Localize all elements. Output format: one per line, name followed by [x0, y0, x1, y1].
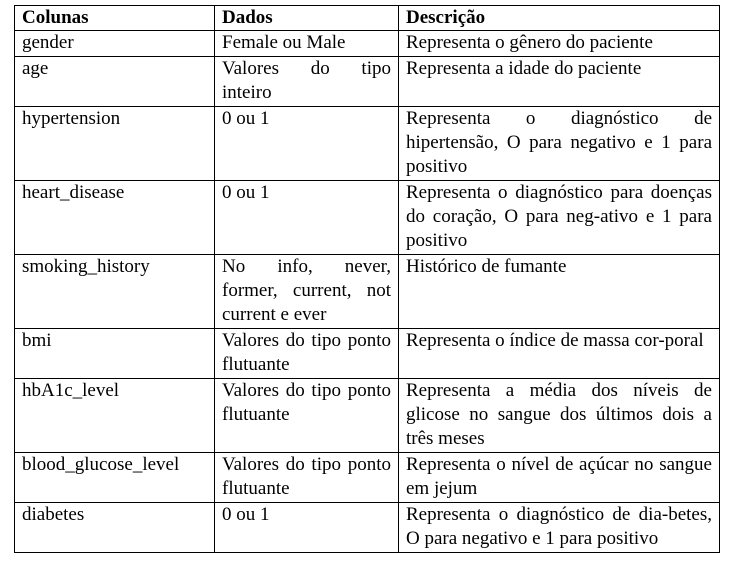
- cell-column: age: [14, 56, 215, 107]
- table-row: age Valores do tipo inteiro Representa a…: [14, 56, 720, 107]
- table-row: bmi Valores do tipo ponto flutuante Repr…: [14, 328, 720, 379]
- cell-description: Representa a média dos níveis de glicose…: [398, 378, 720, 453]
- cell-description: Histórico de fumante: [398, 254, 720, 329]
- cell-data: Valores do tipo ponto flutuante: [214, 378, 399, 453]
- cell-column: smoking_history: [14, 254, 215, 329]
- cell-description: Representa o diagnóstico de hipertensão,…: [398, 106, 720, 181]
- cell-data: Valores do tipo ponto flutuante: [214, 452, 399, 503]
- table-row: hypertension 0 ou 1 Representa o diagnós…: [14, 106, 720, 181]
- table-row: gender Female ou Male Representa o gêner…: [14, 30, 720, 57]
- cell-column: bmi: [14, 328, 215, 379]
- cell-data: 0 ou 1: [214, 106, 399, 181]
- cell-description: Representa o diagnóstico de dia-betes, O…: [398, 502, 720, 553]
- cell-data: 0 ou 1: [214, 502, 399, 553]
- cell-column: gender: [14, 30, 215, 57]
- cell-data: 0 ou 1: [214, 180, 399, 255]
- table-row: blood_glucose_level Valores do tipo pont…: [14, 452, 720, 503]
- table-row: hbA1c_level Valores do tipo ponto flutua…: [14, 378, 720, 453]
- cell-description: Representa o diagnóstico para doenças do…: [398, 180, 720, 255]
- cell-data: No info, never, former, current, not cur…: [214, 254, 399, 329]
- cell-description: Representa o índice de massa cor-poral: [398, 328, 720, 379]
- dataset-columns-table: Colunas Dados Descrição gender Female ou…: [14, 5, 720, 553]
- cell-description: Representa o gênero do paciente: [398, 30, 720, 57]
- cell-column: hypertension: [14, 106, 215, 181]
- cell-description: Representa a idade do paciente: [398, 56, 720, 107]
- cell-column: hbA1c_level: [14, 378, 215, 453]
- cell-data: Valores do tipo ponto flutuante: [214, 328, 399, 379]
- header-descricao: Descrição: [398, 5, 720, 31]
- cell-column: heart_disease: [14, 180, 215, 255]
- cell-description: Representa o nível de açúcar no sangue e…: [398, 452, 720, 503]
- table-header-row: Colunas Dados Descrição: [14, 5, 720, 31]
- cell-column: blood_glucose_level: [14, 452, 215, 503]
- header-dados: Dados: [214, 5, 399, 31]
- table-row: diabetes 0 ou 1 Representa o diagnóstico…: [14, 502, 720, 553]
- cell-data: Female ou Male: [214, 30, 399, 57]
- cell-column: diabetes: [14, 502, 215, 553]
- cell-data: Valores do tipo inteiro: [214, 56, 399, 107]
- header-colunas: Colunas: [14, 5, 215, 31]
- table-row: heart_disease 0 ou 1 Representa o diagnó…: [14, 180, 720, 255]
- table-row: smoking_history No info, never, former, …: [14, 254, 720, 329]
